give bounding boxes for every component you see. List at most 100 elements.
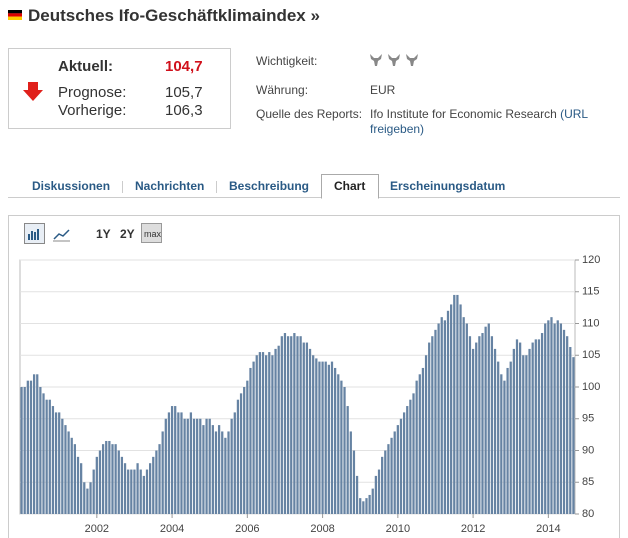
bar: [249, 367, 252, 514]
bar: [540, 333, 544, 514]
bar: [239, 393, 243, 514]
bar: [330, 361, 334, 514]
range-button[interactable]: 2Y: [120, 227, 135, 241]
bar: [183, 418, 186, 514]
bar: [396, 425, 399, 514]
source-value: Ifo Institute for Economic Research: [370, 107, 557, 121]
bar: [236, 399, 240, 514]
bar: [537, 339, 541, 514]
bar: [83, 482, 86, 514]
x-tick-label: 2012: [461, 523, 485, 535]
current-value: 104,7: [165, 58, 203, 75]
bar: [481, 333, 484, 514]
y-tick-label: 80: [582, 508, 594, 520]
bar: [475, 342, 478, 514]
bar: [152, 456, 155, 514]
bar: [70, 437, 73, 514]
bar: [318, 361, 321, 514]
page-title: Deutsches Ifo-Geschäftklimaindex »: [28, 6, 320, 25]
bar: [86, 488, 89, 514]
bar: [271, 355, 274, 514]
bar: [446, 310, 450, 514]
bar: [497, 361, 500, 514]
bar: [390, 437, 393, 514]
bar: [23, 387, 26, 514]
bar: [522, 355, 525, 514]
bar: [534, 339, 537, 514]
bar: [114, 444, 117, 514]
bar: [230, 418, 233, 514]
tab[interactable]: Erscheinungsdatum: [390, 179, 506, 193]
bar: [274, 348, 277, 514]
chart: 80 85 90 95 100 105 110 115 120 2002 2004 2006 2008 2…: [8, 215, 620, 538]
bar: [443, 320, 447, 514]
bar: [148, 463, 152, 514]
bar: [343, 387, 346, 514]
bar: [92, 469, 95, 514]
bar: [293, 333, 296, 514]
bar: [217, 425, 221, 514]
range-button[interactable]: 1Y: [96, 227, 111, 241]
bar: [211, 425, 214, 514]
currency-value: EUR: [370, 83, 396, 97]
active-tab-frame: [321, 174, 379, 199]
bar: [362, 501, 365, 514]
bar: [80, 463, 83, 514]
bar: [393, 431, 396, 514]
y-tick-label: 95: [582, 413, 594, 425]
bar: [283, 333, 287, 514]
bar: [101, 444, 105, 514]
tab[interactable]: Beschreibung: [229, 179, 310, 193]
bar: [61, 418, 64, 514]
bar: [174, 406, 177, 514]
bar: [340, 380, 343, 514]
source-link[interactable]: (URL freigeben): [370, 107, 588, 136]
bar: [487, 323, 490, 514]
bar: [490, 336, 494, 514]
bar: [117, 450, 120, 514]
tab-baseline: [8, 197, 620, 198]
bar: [167, 412, 171, 514]
tab[interactable]: Nachrichten: [135, 179, 205, 193]
bar: [261, 352, 265, 514]
bar: [189, 412, 193, 514]
bar: [139, 469, 142, 514]
bar: [127, 469, 130, 514]
bar: [26, 380, 29, 514]
line-view-button[interactable]: [53, 229, 70, 240]
bar: [550, 317, 553, 514]
bar: [142, 475, 145, 514]
bar: [158, 444, 161, 514]
bar: [437, 323, 440, 514]
down-arrow: [23, 82, 43, 101]
bar: [462, 317, 465, 514]
tab-active[interactable]: Chart: [334, 179, 366, 193]
bar: [123, 463, 127, 514]
tab-separator: [122, 181, 123, 193]
bar: [346, 406, 349, 514]
importance-label: Wichtigkeit:: [256, 54, 318, 68]
bar: [299, 336, 302, 514]
bar: [509, 361, 512, 514]
bar: [286, 336, 290, 514]
bar: [58, 412, 61, 514]
bar: [268, 352, 271, 514]
bar: [428, 342, 431, 514]
bar: [531, 342, 534, 514]
bar: [503, 380, 506, 514]
bar: [518, 342, 522, 514]
bar: [42, 393, 45, 514]
bar: [45, 399, 48, 514]
bar: [108, 440, 111, 514]
bar: [54, 412, 58, 514]
bar: [349, 431, 352, 514]
bar: [205, 418, 208, 514]
bar: [459, 304, 462, 514]
bar: [355, 475, 359, 514]
bar: [415, 380, 418, 514]
range-button[interactable]: max: [144, 229, 162, 239]
tab[interactable]: Diskussionen: [32, 179, 111, 193]
bar: [227, 431, 230, 514]
bar: [553, 323, 556, 514]
bar: [359, 498, 362, 514]
